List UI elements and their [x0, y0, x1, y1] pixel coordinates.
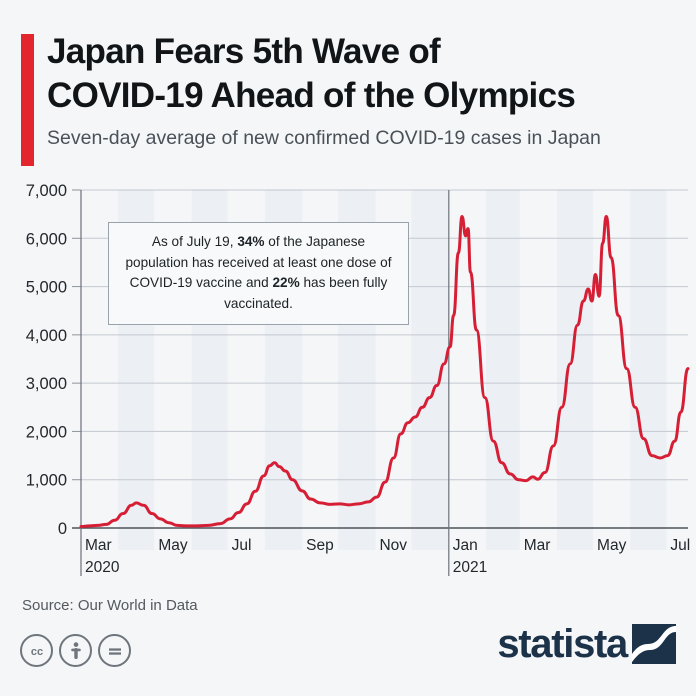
page-title-line-1: Japan Fears 5th Wave of	[47, 32, 441, 71]
x-tick-year-label: 2020	[85, 559, 120, 576]
y-axis-tick-marks	[72, 189, 81, 529]
cc-icon: cc	[20, 634, 53, 667]
y-tick-label: 1,000	[26, 472, 67, 490]
x-tick-label: May	[158, 537, 188, 554]
chart-band	[630, 190, 667, 550]
svg-text:cc: cc	[30, 646, 42, 658]
data-series-line	[79, 215, 690, 529]
page-subtitle: Seven-day average of new confirmed COVID…	[47, 127, 601, 149]
x-axis-tick-labels: Mar 2020 May Jul Sep Nov Jan 2021 Mar May Jul	[85, 537, 690, 576]
y-tick-label: 7,000	[26, 182, 67, 200]
statista-logo: statista	[497, 624, 676, 664]
statista-mark-icon	[632, 624, 676, 664]
callout-text: As of July 19,	[151, 234, 238, 249]
callout-text: of the Japanese population has received …	[125, 234, 392, 290]
x-tick-label: Nov	[379, 537, 407, 554]
header: Japan Fears 5th Wave of COVID-19 Ahead o…	[0, 30, 696, 170]
y-axis-tick-labels: 0 1,000 2,000 3,000 4,000 5,000 6,000 7,000	[26, 182, 67, 538]
x-tick-label: Sep	[306, 537, 334, 554]
creative-commons-license-icons: cc	[20, 634, 131, 667]
accent-bar	[21, 34, 34, 166]
chart-band	[486, 190, 520, 550]
vaccination-annotation-callout: As of July 19, 34% of the Japanese popul…	[108, 222, 409, 325]
x-tick-label: Jan	[453, 537, 478, 554]
y-tick-label: 3,000	[26, 375, 67, 393]
no-derivatives-equals-icon	[98, 634, 131, 667]
y-tick-label: 5,000	[26, 279, 67, 297]
x-tick-label: Jul	[232, 537, 252, 554]
x-tick-label: May	[597, 537, 627, 554]
x-tick-label: Mar	[85, 537, 112, 554]
y-tick-label: 4,000	[26, 327, 67, 345]
title-block: Japan Fears 5th Wave of COVID-19 Ahead o…	[47, 30, 692, 151]
footer: Source: Our World in Data cc	[0, 586, 696, 696]
x-tick-year-label: 2021	[453, 559, 487, 576]
x-tick-label: Jul	[670, 537, 690, 554]
callout-highlight: 22%	[272, 275, 300, 290]
x-tick-label: Mar	[524, 537, 551, 554]
year-divider	[80, 190, 450, 576]
source-label: Source: Our World in Data	[22, 597, 198, 614]
y-tick-label: 0	[58, 520, 67, 538]
page-title-line-2: COVID-19 Ahead of the Olympics	[47, 76, 576, 115]
attribution-person-icon	[59, 634, 92, 667]
chart-band	[411, 190, 449, 550]
y-tick-label: 6,000	[26, 230, 67, 248]
chart-band	[556, 190, 594, 550]
statista-wordmark: statista	[497, 622, 628, 666]
y-tick-label: 2,000	[26, 423, 67, 441]
callout-highlight: 34%	[237, 234, 265, 249]
callout-text: has been fully vaccinated.	[224, 275, 388, 311]
